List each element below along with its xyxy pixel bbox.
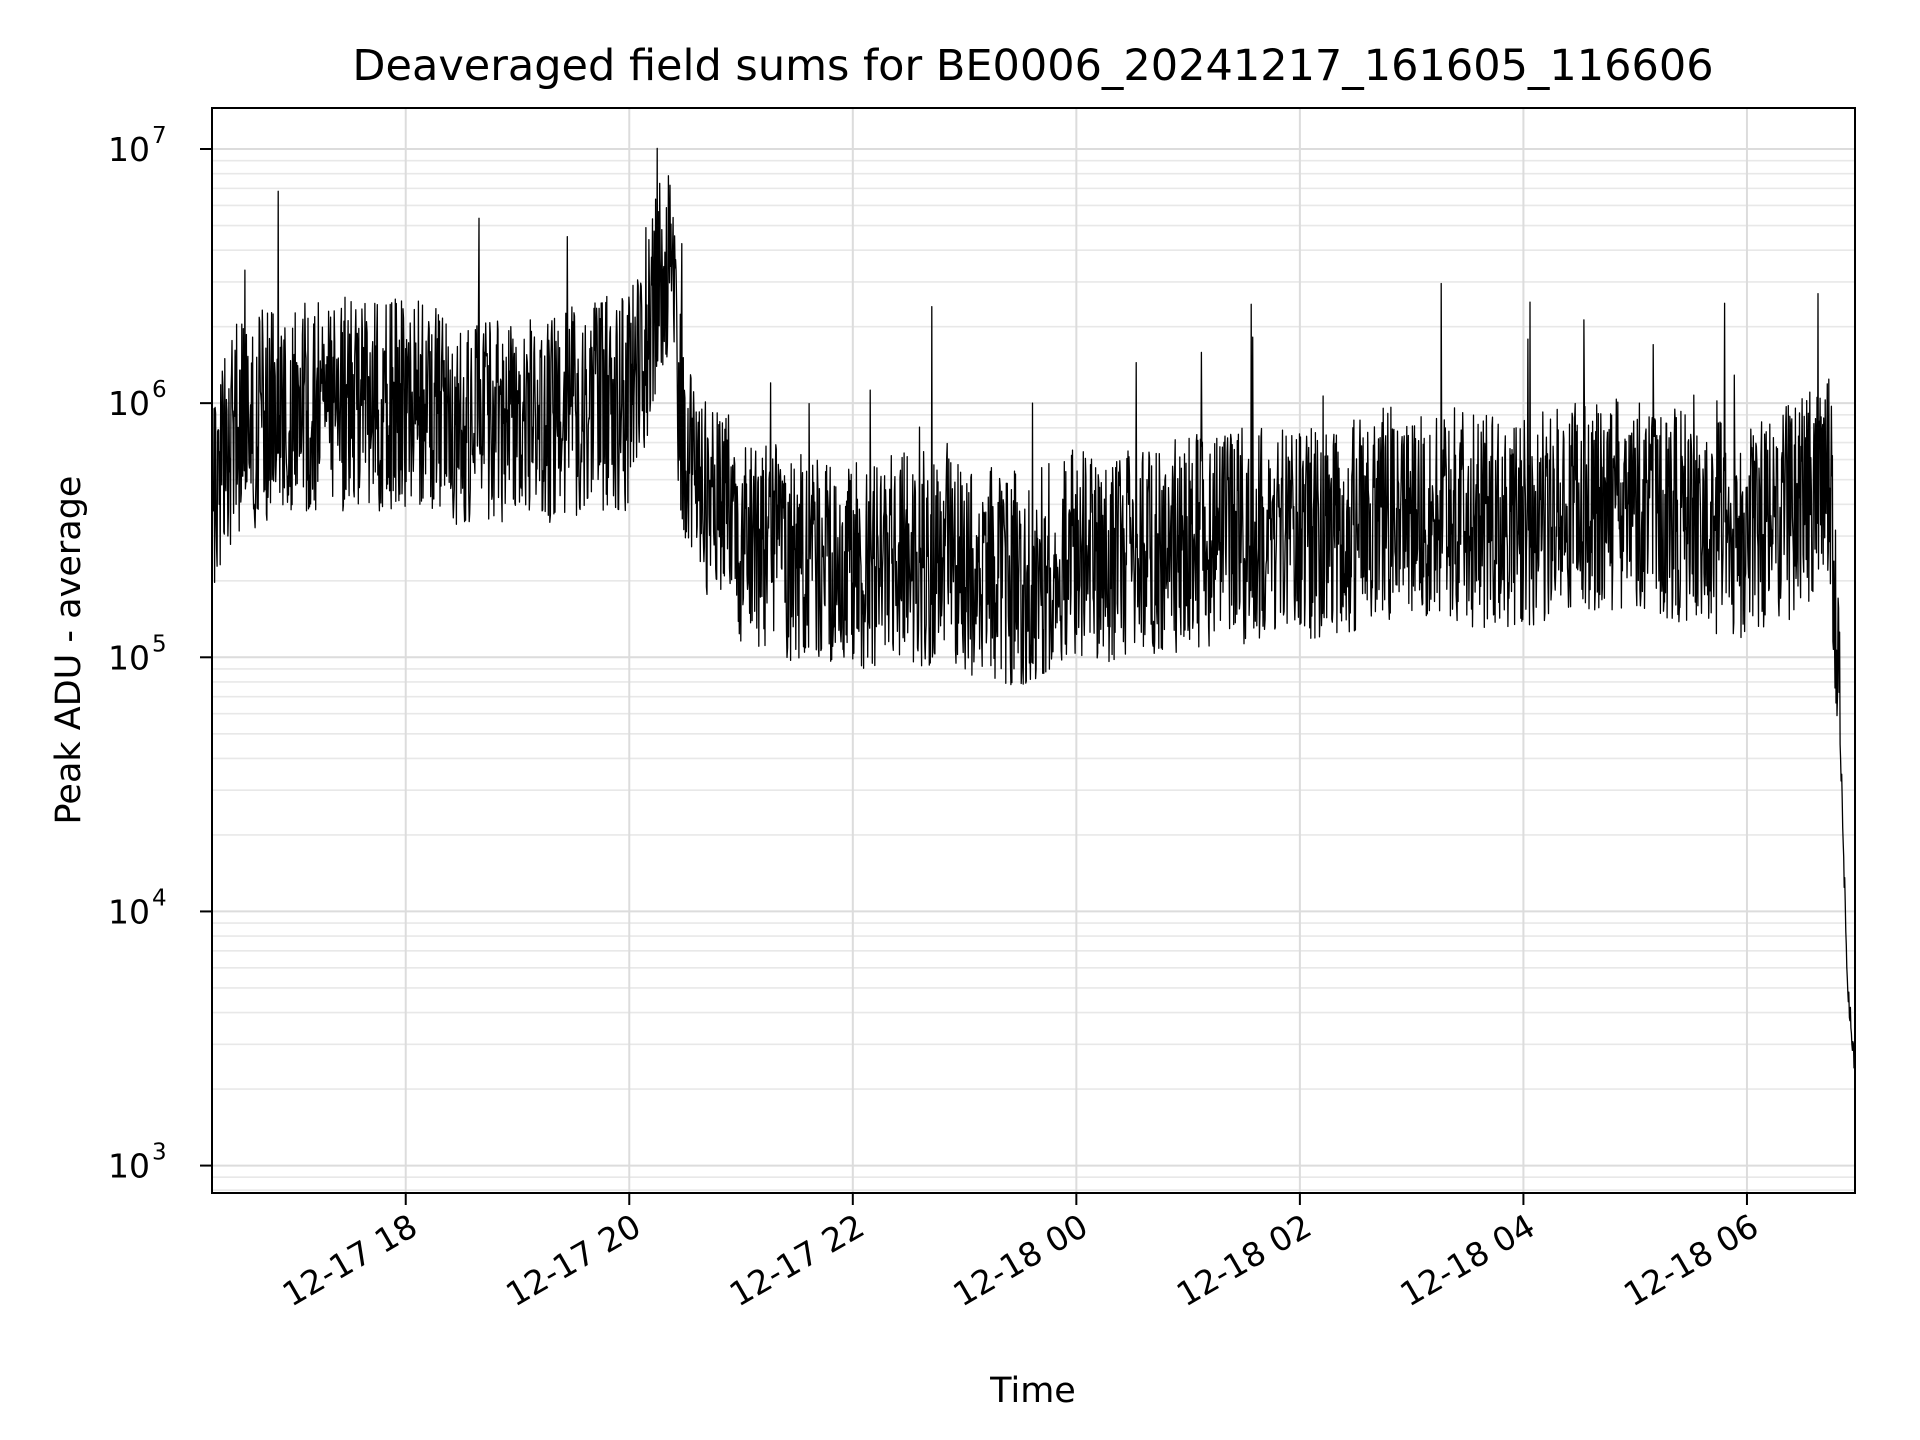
chart-title: Deaveraged field sums for BE0006_2024121… [352, 41, 1713, 91]
y-tick-label: 10 6 [108, 377, 167, 423]
y-tick-exponent: 4 [152, 885, 167, 911]
y-tick-base: 10 [108, 638, 150, 677]
y-tick-exponent: 5 [152, 631, 167, 657]
y-tick-exponent: 3 [152, 1140, 167, 1166]
y-tick-base: 10 [108, 892, 150, 931]
y-tick-exponent: 6 [152, 377, 167, 403]
y-tick-label: 10 4 [108, 885, 167, 931]
y-tick-label: 10 7 [108, 123, 167, 169]
y-tick-base: 10 [108, 130, 150, 169]
y-tick-label: 10 3 [108, 1140, 167, 1186]
y-tick-base: 10 [108, 384, 150, 423]
y-tick-label: 10 5 [108, 631, 167, 677]
y-tick-exponent: 7 [152, 123, 167, 149]
series-line [211, 147, 1856, 1071]
x-axis-label: Time [989, 1371, 1076, 1411]
y-axis-label: Peak ADU - average [49, 476, 89, 825]
y-tick-base: 10 [108, 1147, 150, 1186]
plot-frame [211, 107, 1856, 1194]
series-layer [211, 147, 1856, 1071]
